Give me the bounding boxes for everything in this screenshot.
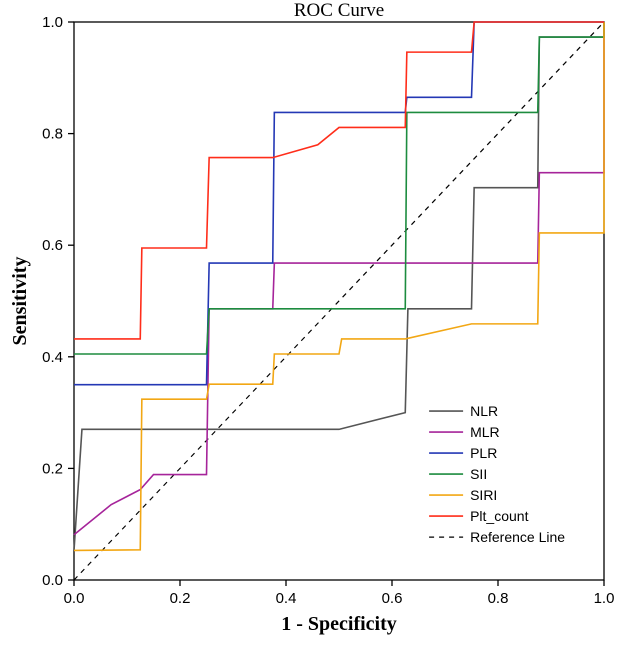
series-mlr (74, 22, 604, 535)
chart-title: ROC Curve (294, 0, 384, 21)
legend-label: SIRI (470, 487, 497, 503)
series-plt_count (74, 22, 604, 339)
x-tick-label: 0.4 (276, 590, 297, 607)
x-tick-label: 0.6 (382, 590, 403, 607)
legend-label: Plt_count (470, 508, 528, 524)
x-axis-title: 1 - Specificity (281, 613, 397, 635)
legend-label: Reference Line (470, 529, 565, 545)
legend-label: SII (470, 466, 487, 482)
y-tick-label: 0.8 (42, 126, 63, 143)
y-tick-label: 0.0 (42, 572, 63, 589)
y-tick-label: 0.2 (42, 460, 63, 477)
legend-label: NLR (470, 403, 498, 419)
y-axis-title: Sensitivity (9, 257, 31, 346)
legend-label: MLR (470, 424, 500, 440)
series-nlr (74, 22, 604, 550)
x-tick-label: 1.0 (594, 590, 615, 607)
reference-line (74, 22, 604, 580)
x-tick-label: 0.0 (64, 590, 85, 607)
chart-svg: 0.0 0.2 0.4 0.6 0.8 1.0 0.0 0.2 0.4 0.6 0.8 1.0 1 - … (0, 0, 629, 646)
x-tick-label: 0.2 (170, 590, 191, 607)
y-tick-label: 0.6 (42, 237, 63, 254)
roc-chart: 0.0 0.2 0.4 0.6 0.8 1.0 0.0 0.2 0.4 0.6 0.8 1.0 1 - … (0, 0, 629, 646)
series-siri (74, 22, 604, 550)
series-plr (74, 22, 604, 385)
legend-label: PLR (470, 445, 497, 461)
y-tick-label: 0.4 (42, 349, 63, 366)
y-tick-label: 1.0 (42, 14, 63, 31)
x-tick-label: 0.8 (488, 590, 509, 607)
